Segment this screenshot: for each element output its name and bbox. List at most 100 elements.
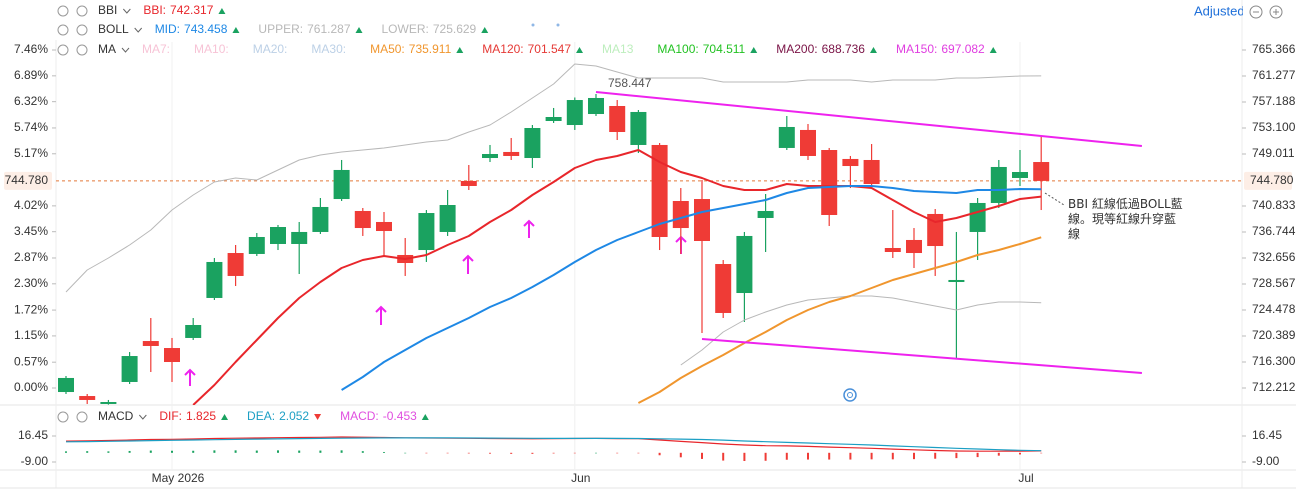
indicator-title[interactable]: MA xyxy=(98,42,116,56)
indicator-title[interactable]: BBI xyxy=(98,3,117,17)
y-tick-label: 0.00% xyxy=(14,380,48,394)
legend-value: 688.736 xyxy=(822,42,866,56)
y-tick-label: 5.17% xyxy=(14,146,48,160)
macd-bar xyxy=(107,451,110,453)
legend-label: MA20: xyxy=(253,42,288,56)
settings-icon[interactable] xyxy=(57,24,69,36)
trend-arrow xyxy=(355,27,363,33)
close-icon[interactable] xyxy=(76,44,88,56)
target-icon[interactable] xyxy=(843,388,857,402)
macd-bar xyxy=(743,452,746,461)
candle-body xyxy=(58,377,74,393)
indicator-line xyxy=(637,236,1042,404)
macd-bar xyxy=(531,452,534,454)
legend-value: 704.511 xyxy=(703,42,746,56)
candle-body xyxy=(800,129,816,156)
indicator-title[interactable]: BOLL xyxy=(98,22,129,36)
macd-bar xyxy=(361,451,364,453)
candle-body xyxy=(715,264,732,313)
y-tick-label: 728.567 xyxy=(1252,276,1296,290)
candle-body xyxy=(948,279,965,283)
macd-bar xyxy=(149,450,152,453)
macd-bar xyxy=(849,452,852,460)
macd-bar xyxy=(573,452,576,454)
y-tick-label: 0.57% xyxy=(14,354,48,368)
legend-label: MA30: xyxy=(311,42,346,56)
candle-body xyxy=(121,356,138,382)
legend-value: 742.317 xyxy=(170,3,214,17)
legend-label: MACD: xyxy=(340,409,379,423)
legend-label: MA150: xyxy=(896,42,937,56)
close-icon[interactable] xyxy=(76,24,88,36)
macd-bar xyxy=(913,452,915,460)
signal-arrow xyxy=(462,254,474,274)
candle-body xyxy=(884,247,901,252)
candle-body xyxy=(354,210,371,229)
candle-body xyxy=(821,150,838,215)
macd-bar xyxy=(277,450,279,453)
macd-line xyxy=(65,437,1042,452)
macd-bar xyxy=(997,452,1000,456)
legend-label: MA100: xyxy=(657,42,698,56)
last-price-label: 744.780 xyxy=(5,173,49,187)
close-icon[interactable] xyxy=(76,411,88,423)
candle-body xyxy=(524,127,541,159)
candle-body xyxy=(736,235,753,294)
candle-body xyxy=(248,236,265,254)
candle-body xyxy=(376,221,392,232)
y-tick-label: 4.02% xyxy=(14,198,48,212)
trend-arrow xyxy=(314,414,322,420)
zoom-out[interactable] xyxy=(1249,5,1263,19)
y-tick-label: 16.45 xyxy=(1252,428,1282,442)
legend-value: 761.287 xyxy=(307,22,351,36)
chevron xyxy=(134,27,143,33)
signal-arrow xyxy=(184,368,196,386)
close-icon[interactable] xyxy=(76,5,88,17)
candle-body xyxy=(270,227,286,244)
legend-label: DEA: xyxy=(247,409,275,423)
candle-body xyxy=(566,100,583,126)
last-price-box xyxy=(4,171,52,190)
macd-bar xyxy=(679,452,682,458)
settings-icon[interactable] xyxy=(57,411,69,423)
macd-bar xyxy=(595,452,597,454)
candle-body xyxy=(969,202,986,232)
macd-bar xyxy=(616,452,619,454)
annotation-text: BBI 紅線低過BOLL藍線。現等紅線升穿藍線 xyxy=(1068,197,1183,241)
macd-bar xyxy=(552,452,555,454)
y-tick-label: 1.15% xyxy=(14,328,48,342)
macd-bar xyxy=(65,451,67,453)
settings-icon[interactable] xyxy=(57,44,69,56)
candle-body xyxy=(863,159,880,185)
macd-bar xyxy=(637,452,640,454)
indicator-title[interactable]: MACD xyxy=(98,409,134,423)
macd-bar xyxy=(701,452,703,459)
legend-label: MID: xyxy=(155,22,180,36)
x-tick-label: Jul xyxy=(1018,471,1033,485)
macd-bar xyxy=(255,450,258,453)
macd-plot xyxy=(65,436,1043,461)
candle-body xyxy=(906,239,922,254)
indicator-line xyxy=(680,295,1042,366)
legend-value: 725.629 xyxy=(433,22,477,36)
signal-arrow xyxy=(523,219,535,238)
legend-label: UPPER: xyxy=(258,22,303,36)
adjusted-button[interactable]: Adjusted xyxy=(1194,3,1245,18)
marker-dot xyxy=(556,23,560,27)
candle-body xyxy=(79,396,96,400)
legend-value: 1.825 xyxy=(186,409,216,423)
candle-body xyxy=(545,116,562,122)
y-tick-label: 724.478 xyxy=(1252,302,1296,316)
y-tick-label: -9.00 xyxy=(21,454,49,468)
legend-label: MA10: xyxy=(194,42,229,56)
y-tick-label: 716.300 xyxy=(1252,354,1296,368)
macd-bar xyxy=(86,451,89,453)
macd-bar xyxy=(955,452,958,459)
macd-bar xyxy=(489,452,491,454)
candle-body xyxy=(206,261,223,298)
last-price-box xyxy=(1244,171,1292,190)
settings-icon[interactable] xyxy=(57,5,69,17)
zoom-in[interactable] xyxy=(1269,5,1283,19)
legend-label: DIF: xyxy=(159,409,182,423)
macd-bar xyxy=(658,452,661,456)
